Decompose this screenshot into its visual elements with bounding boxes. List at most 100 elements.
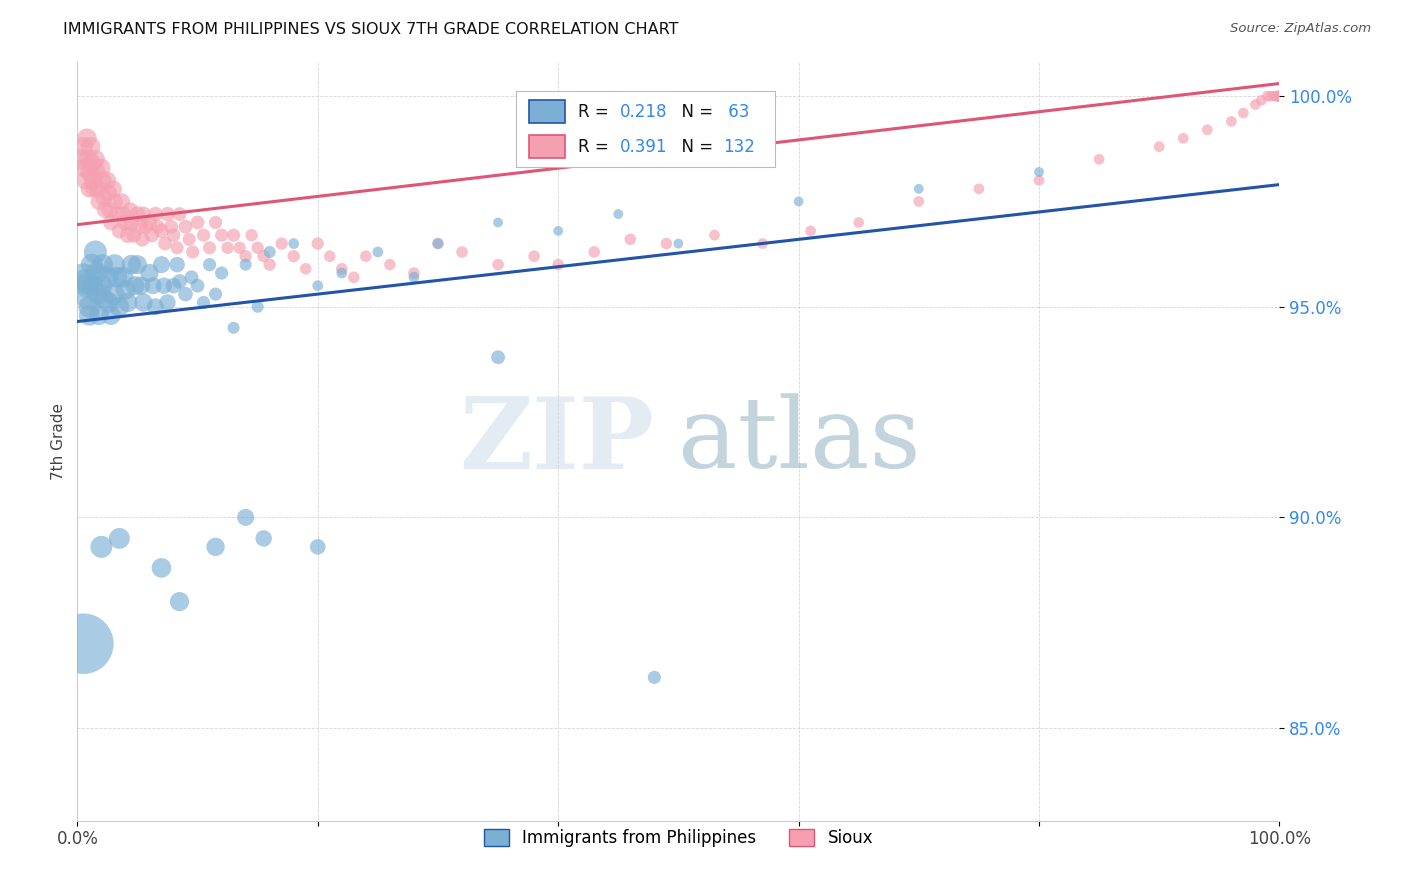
Point	[84, 244, 107, 259]
Point	[1232, 106, 1254, 120]
Point	[86, 266, 108, 280]
Point	[117, 295, 139, 310]
Point	[583, 244, 606, 259]
Point	[75, 173, 97, 187]
Point	[198, 258, 221, 272]
Point	[77, 153, 100, 167]
Point	[211, 228, 233, 243]
Point	[1264, 89, 1286, 103]
Point	[129, 278, 152, 293]
Point	[186, 278, 209, 293]
Point	[156, 207, 179, 221]
Point	[1268, 89, 1291, 103]
Point	[79, 139, 101, 153]
Point	[1268, 89, 1291, 103]
Point	[117, 228, 139, 243]
Point	[87, 182, 110, 196]
Point	[1268, 89, 1291, 103]
Point	[1250, 93, 1272, 107]
Point	[235, 510, 257, 524]
Point	[98, 202, 121, 217]
Point	[124, 278, 146, 293]
Point	[283, 236, 305, 251]
Point	[108, 224, 131, 238]
Point	[82, 278, 104, 293]
Point	[169, 207, 191, 221]
Point	[1268, 89, 1291, 103]
Point	[619, 232, 641, 246]
Point	[169, 275, 191, 289]
Point	[96, 270, 118, 285]
Point	[108, 300, 131, 314]
Point	[87, 194, 110, 209]
Point	[138, 266, 160, 280]
Point	[162, 278, 184, 293]
Point	[127, 258, 149, 272]
Point	[668, 236, 690, 251]
Point	[1268, 89, 1291, 103]
Text: ZIP: ZIP	[460, 393, 654, 490]
Point	[131, 232, 153, 246]
Point	[204, 287, 226, 301]
Point	[1268, 89, 1291, 103]
Point	[100, 215, 122, 229]
Legend: Immigrants from Philippines, Sioux: Immigrants from Philippines, Sioux	[477, 822, 880, 854]
Point	[104, 194, 127, 209]
Point	[128, 219, 150, 234]
Point	[211, 266, 233, 280]
Point	[135, 219, 157, 234]
Point	[1268, 89, 1291, 103]
Point	[105, 270, 128, 285]
Point	[162, 228, 184, 243]
Point	[87, 308, 110, 322]
Point	[1260, 89, 1282, 103]
Point	[1268, 89, 1291, 103]
Point	[120, 258, 142, 272]
Point	[1268, 89, 1291, 103]
Point	[1028, 165, 1050, 179]
Point	[75, 275, 97, 289]
Point	[607, 207, 630, 221]
Point	[142, 278, 165, 293]
Point	[132, 207, 155, 221]
Point	[180, 270, 202, 285]
Point	[259, 258, 281, 272]
Point	[84, 153, 107, 167]
Point	[127, 207, 149, 221]
Point	[643, 670, 665, 684]
Point	[1268, 89, 1291, 103]
Point	[1268, 89, 1291, 103]
Point	[1088, 153, 1111, 167]
Point	[848, 215, 870, 229]
Point	[294, 261, 316, 276]
Point	[79, 165, 101, 179]
Text: atlas: atlas	[679, 393, 921, 490]
Point	[186, 215, 209, 229]
Point	[1268, 89, 1291, 103]
Point	[145, 300, 167, 314]
Point	[111, 270, 134, 285]
Point	[193, 295, 215, 310]
Point	[427, 236, 450, 251]
Y-axis label: 7th Grade: 7th Grade	[51, 403, 66, 480]
Point	[93, 291, 115, 305]
Point	[1268, 89, 1291, 103]
Point	[703, 228, 725, 243]
Point	[330, 261, 353, 276]
Point	[1265, 89, 1288, 103]
Point	[222, 228, 245, 243]
Point	[908, 194, 931, 209]
Point	[145, 207, 167, 221]
Point	[160, 219, 183, 234]
Point	[486, 258, 509, 272]
Text: Source: ZipAtlas.com: Source: ZipAtlas.com	[1230, 22, 1371, 36]
Point	[427, 236, 450, 251]
Point	[90, 540, 112, 554]
Point	[79, 182, 101, 196]
Point	[378, 258, 401, 272]
Point	[72, 139, 94, 153]
Point	[181, 244, 204, 259]
Point	[153, 278, 176, 293]
Point	[800, 224, 823, 238]
Point	[367, 244, 389, 259]
